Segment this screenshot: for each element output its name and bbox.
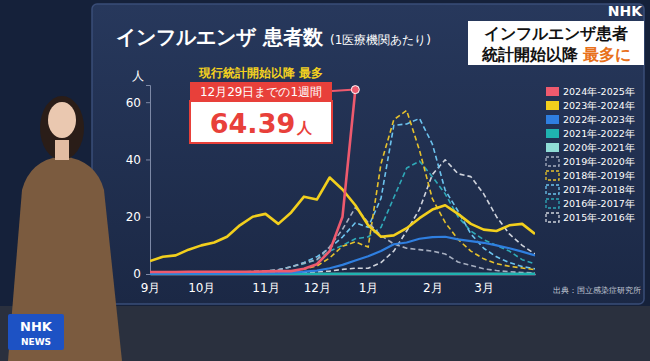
legend-swatch [546, 171, 559, 180]
x-tick: 12月 [304, 274, 331, 295]
y-tick: 20 [126, 210, 150, 224]
headline-line2: 統計開始以降最多に [481, 45, 631, 64]
legend-label: 2020年-2021年 [563, 142, 635, 153]
legend-label: 2019年-2020年 [563, 156, 635, 167]
presenter-hair [40, 96, 84, 160]
news-logo-top: NHK [20, 319, 53, 334]
x-tick-label: 10月 [188, 281, 215, 295]
y-tick-label: 40 [126, 153, 141, 167]
presenter-body [8, 156, 122, 361]
legend-label: 2024年-2025年 [563, 86, 635, 97]
x-tick-label: 2月 [423, 281, 443, 295]
series-line [150, 90, 355, 272]
headline-box [468, 21, 644, 65]
stage: NHK インフルエンザ患者統計開始以降最多に NHK NEWS インフルエンザ 患者数 (… [0, 0, 650, 361]
x-tick: 10月 [188, 274, 215, 295]
x-tick: 2月 [423, 274, 443, 295]
y-tick: 40 [126, 153, 150, 167]
legend-label: 2021年-2022年 [563, 128, 635, 139]
annotation: 現行統計開始以降 最多 12月29日までの1週間 64.39人 [190, 66, 359, 143]
y-tick: 0 [133, 267, 150, 281]
x-tick: 3月 [474, 274, 494, 295]
legend-label: 2018年-2019年 [563, 170, 635, 181]
y-tick-mark [146, 217, 150, 218]
headline-line1: インフルエンザ患者 [484, 24, 628, 43]
legend-label: 2023年-2024年 [563, 100, 635, 111]
legend-label: 2017年-2018年 [563, 184, 635, 195]
plot-lines [150, 90, 535, 274]
legend-swatch [546, 87, 559, 96]
annotation-value-box [190, 101, 332, 143]
chart-panel [92, 4, 644, 304]
y-tick-label: 60 [126, 96, 141, 110]
legend-label: 2015年-2016年 [563, 212, 635, 223]
annotation-label: 現行統計開始以降 最多 [198, 66, 323, 80]
headline-highlight: 最多に [582, 45, 631, 64]
y-tick-label: 20 [126, 210, 141, 224]
chart-title: インフルエンザ 患者数 [116, 25, 324, 49]
x-axis: 9月 10月 11月 12月 1月 2月 3月 [141, 274, 536, 295]
y-tick: 60 [126, 96, 150, 110]
legend-swatch [546, 143, 559, 152]
annotation-point [351, 86, 359, 94]
legend-label: 2016年-2017年 [563, 198, 635, 209]
source-note: 出典：国立感染症研究所 [553, 286, 641, 295]
legend-swatch [546, 185, 559, 194]
y-tick-label: 0 [133, 267, 141, 281]
background [0, 0, 650, 361]
y-tick-mark [146, 102, 150, 103]
news-logo-box [8, 314, 64, 350]
x-tick-label: 9月 [141, 281, 161, 295]
x-tick-label: 1月 [359, 281, 379, 295]
x-tick: 11月 [252, 274, 279, 295]
legend-swatch [546, 115, 559, 124]
legend: 2024年-2025年 2023年-2024年 2022年-2023年 2021年-2… [546, 86, 635, 223]
annotation-value: 64.39 [210, 108, 295, 139]
headline-text: 統計開始以降 [481, 45, 579, 64]
annotation-period: 12月29日までの1週間 [200, 85, 322, 99]
annotation-value-text: 64.39人 [210, 108, 313, 139]
legend-swatch [546, 101, 559, 110]
y-tick-mark [146, 274, 150, 275]
y-axis-title: 人 [132, 69, 144, 83]
x-tick-label: 3月 [474, 281, 494, 295]
legend-swatch [546, 213, 559, 222]
legend-swatch [546, 129, 559, 138]
news-logo-bottom: NEWS [21, 337, 51, 347]
legend-swatch [546, 157, 559, 166]
annotation-unit: 人 [296, 119, 313, 137]
x-tick-label: 11月 [252, 281, 279, 295]
chart-subtitle: (1医療機関あたり) [330, 33, 431, 47]
x-tick: 1月 [359, 274, 379, 295]
presenter-neck [55, 140, 69, 160]
x-tick-label: 12月 [304, 281, 331, 295]
series-line [150, 237, 535, 274]
presenter-face [48, 102, 76, 138]
y-axis-line [146, 86, 151, 275]
nhk-logo: NHK [608, 3, 643, 19]
y-axis: 0 20 40 60 [126, 86, 151, 282]
legend-label: 2022年-2023年 [563, 114, 635, 125]
presenter [8, 96, 122, 361]
x-tick: 9月 [141, 274, 161, 295]
legend-swatch [546, 199, 559, 208]
annotation-period-box [190, 82, 332, 101]
y-tick-mark [146, 159, 150, 160]
